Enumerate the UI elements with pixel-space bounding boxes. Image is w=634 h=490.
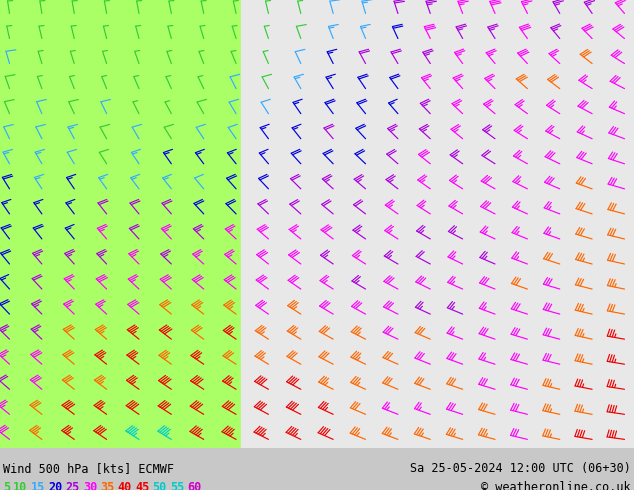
Text: 60: 60 <box>187 481 202 490</box>
Text: 20: 20 <box>48 481 62 490</box>
Text: Sa 25-05-2024 12:00 UTC (06+30): Sa 25-05-2024 12:00 UTC (06+30) <box>410 462 631 475</box>
Bar <box>0 0 241 448</box>
Text: © weatheronline.co.uk: © weatheronline.co.uk <box>481 481 631 490</box>
Text: 45: 45 <box>135 481 149 490</box>
Text: 40: 40 <box>117 481 132 490</box>
Text: 50: 50 <box>152 481 167 490</box>
Text: 10: 10 <box>13 481 27 490</box>
Text: 25: 25 <box>65 481 80 490</box>
Text: Wind 500 hPa [kts] ECMWF: Wind 500 hPa [kts] ECMWF <box>3 462 174 475</box>
Text: 30: 30 <box>83 481 97 490</box>
Text: 15: 15 <box>30 481 45 490</box>
Text: 35: 35 <box>100 481 115 490</box>
Text: 55: 55 <box>170 481 184 490</box>
Text: 5: 5 <box>3 481 10 490</box>
Bar <box>241 0 634 448</box>
